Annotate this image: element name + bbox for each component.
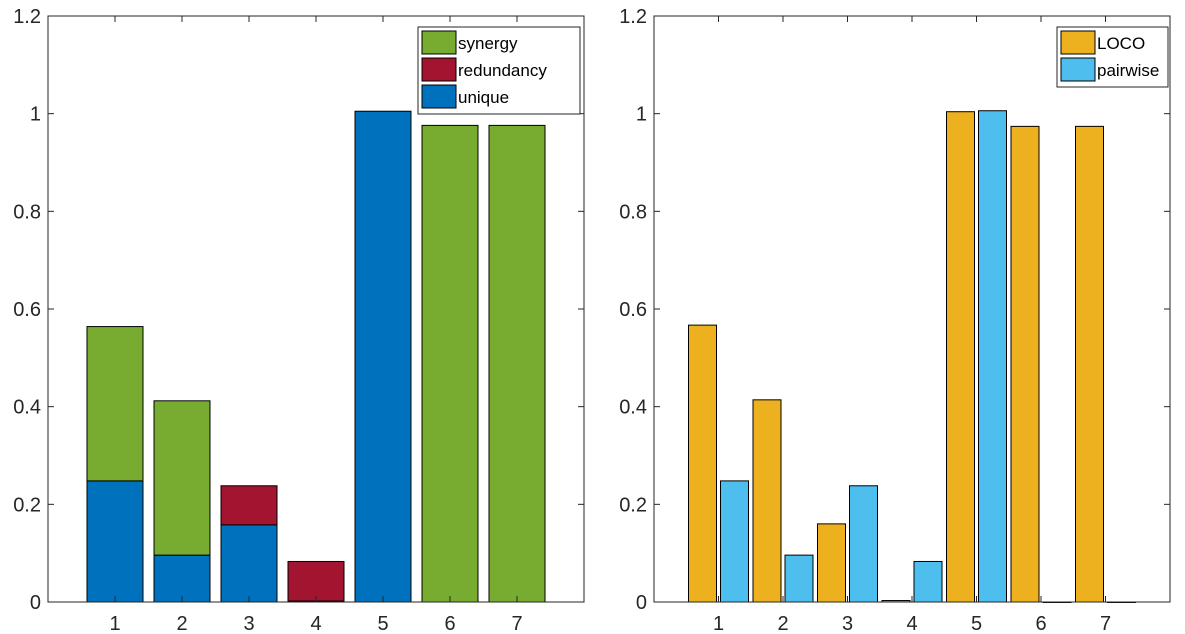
left-bar-unique-3 — [220, 524, 278, 603]
left-ytick-label: 1 — [30, 104, 41, 126]
right-ytick-label: 0 — [636, 592, 647, 614]
right-legend-label-pairwise: pairwise — [1097, 61, 1159, 80]
right-bar-pairwise-4 — [913, 560, 943, 603]
left-bar-unique-2 — [153, 554, 211, 603]
left-bar-redundancy-3 — [220, 485, 278, 526]
right-legend: LOCO pairwise — [1056, 26, 1169, 88]
left-xtick-label: 2 — [176, 613, 187, 634]
right-xtick-label: 5 — [971, 613, 982, 634]
right-bar-pairwise-1 — [720, 480, 749, 603]
left-ytick-label: 0.8 — [13, 201, 41, 223]
left-ytick-label: 1.2 — [13, 6, 41, 28]
left-xtick-label: 5 — [377, 613, 388, 634]
right-xtick-label: 4 — [906, 613, 917, 634]
right-chart-loco-vs-pairwise: 0 0.2 0.4 0.6 0.8 1 1.2 1 2 3 4 5 6 7 LOCO pairwise — [619, 6, 1171, 634]
right-xtick-label: 6 — [1035, 613, 1046, 634]
right-bar-pairwise-3 — [849, 485, 878, 603]
left-xtick-label: 1 — [109, 613, 120, 634]
left-ytick-label: 0.2 — [13, 494, 41, 516]
left-legend-swatch-redundancy — [421, 57, 457, 82]
right-bar-pairwise-5 — [978, 110, 1007, 603]
left-chart-stacked-components: 0 0.2 0.4 0.6 0.8 1 1.2 1 2 3 4 5 6 7 synergy redundanc… — [13, 6, 585, 634]
left-bar-unique-1 — [86, 480, 144, 603]
left-xtick-label: 3 — [243, 613, 254, 634]
right-bar-loco-2 — [752, 399, 782, 603]
left-ytick-label: 0.4 — [13, 397, 41, 419]
left-legend: synergy redundancy unique — [417, 26, 581, 115]
left-legend-swatch-synergy — [421, 30, 457, 55]
right-bar-loco-1 — [688, 324, 717, 603]
left-legend-label-redundancy: redundancy — [458, 61, 547, 80]
right-bar-loco-3 — [817, 523, 846, 603]
left-legend-label-synergy: synergy — [458, 34, 518, 53]
right-xtick-label: 7 — [1100, 613, 1111, 634]
right-bar-loco-6 — [1010, 125, 1040, 603]
right-xtick-label: 3 — [842, 613, 853, 634]
left-bar-unique-5 — [354, 110, 412, 603]
right-legend-label-loco: LOCO — [1097, 34, 1145, 53]
left-xtick-label: 7 — [511, 613, 522, 634]
right-legend-swatch-pairwise — [1060, 57, 1096, 82]
right-xtick-label: 2 — [777, 613, 788, 634]
right-ytick-label: 0.2 — [619, 494, 647, 516]
left-bar-synergy-6 — [421, 124, 479, 603]
left-bar-synergy-1 — [86, 326, 144, 482]
right-ytick-label: 1.2 — [619, 6, 647, 28]
right-ytick-label: 1 — [636, 104, 647, 126]
left-bar-redundancy-4 — [287, 560, 345, 602]
left-bar-synergy-2 — [153, 400, 211, 556]
left-xtick-label: 6 — [444, 613, 455, 634]
right-ytick-label: 0.4 — [619, 397, 647, 419]
right-legend-swatch-loco — [1060, 30, 1096, 55]
left-bar-synergy-7 — [488, 124, 546, 603]
right-bar-pairwise-2 — [784, 554, 814, 603]
right-bar-loco-5 — [946, 111, 975, 603]
right-xtick-label: 1 — [713, 613, 724, 634]
left-ytick-label: 0.6 — [13, 299, 41, 321]
left-legend-label-unique: unique — [458, 88, 509, 107]
left-ytick-label: 0 — [30, 592, 41, 614]
right-bar-loco-7 — [1075, 125, 1104, 603]
left-legend-swatch-unique — [421, 84, 457, 109]
right-ytick-label: 0.6 — [619, 299, 647, 321]
left-xtick-label: 4 — [310, 613, 321, 634]
right-ytick-label: 0.8 — [619, 201, 647, 223]
